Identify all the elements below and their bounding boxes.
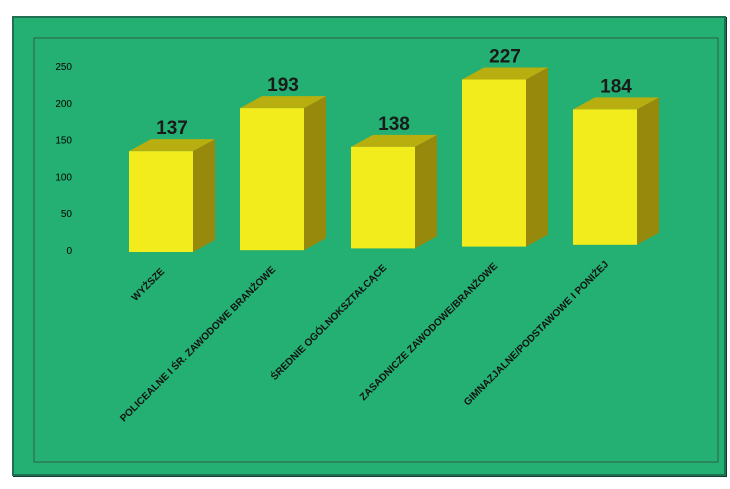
bar-top-face: [573, 97, 659, 110]
bar: [351, 134, 437, 249]
y-axis: 0 50 100 150 200 250: [55, 62, 72, 257]
chart-frame: 0 50 100 150 200 250 137 193 138 227 184 WYŻSZE PO…: [12, 16, 726, 476]
bar-side-face: [526, 67, 548, 247]
bar-top-face: [462, 67, 548, 80]
bar-side-face: [637, 97, 659, 245]
plot-area-border: [33, 37, 719, 463]
y-tick-label: 0: [66, 246, 72, 257]
bar-front-face: [573, 109, 637, 245]
bar-top-face: [351, 134, 437, 147]
data-label: 227: [489, 47, 521, 68]
bar: [573, 97, 659, 245]
data-label: 184: [600, 76, 632, 97]
bar: [240, 96, 326, 251]
y-tick-label: 200: [55, 99, 72, 110]
y-tick-label: 250: [55, 62, 72, 73]
y-tick-label: 100: [55, 172, 72, 183]
bar: [129, 139, 215, 252]
bar-front-face: [129, 151, 193, 252]
data-labels: 137 193 138 227 184: [156, 47, 632, 140]
bar-front-face: [240, 108, 304, 251]
bar-side-face: [415, 134, 437, 249]
y-tick-label: 150: [55, 136, 72, 147]
bar-top-face: [240, 96, 326, 109]
y-tick-label: 50: [61, 209, 73, 220]
data-label: 193: [267, 75, 299, 96]
data-label: 138: [378, 114, 410, 135]
bar-front-face: [351, 146, 415, 249]
bar: [462, 67, 548, 247]
bar-side-face: [193, 139, 215, 252]
bar-side-face: [304, 96, 326, 251]
bar-front-face: [462, 79, 526, 247]
data-label: 137: [156, 118, 188, 139]
bars: [129, 67, 659, 252]
bar-top-face: [129, 139, 215, 152]
